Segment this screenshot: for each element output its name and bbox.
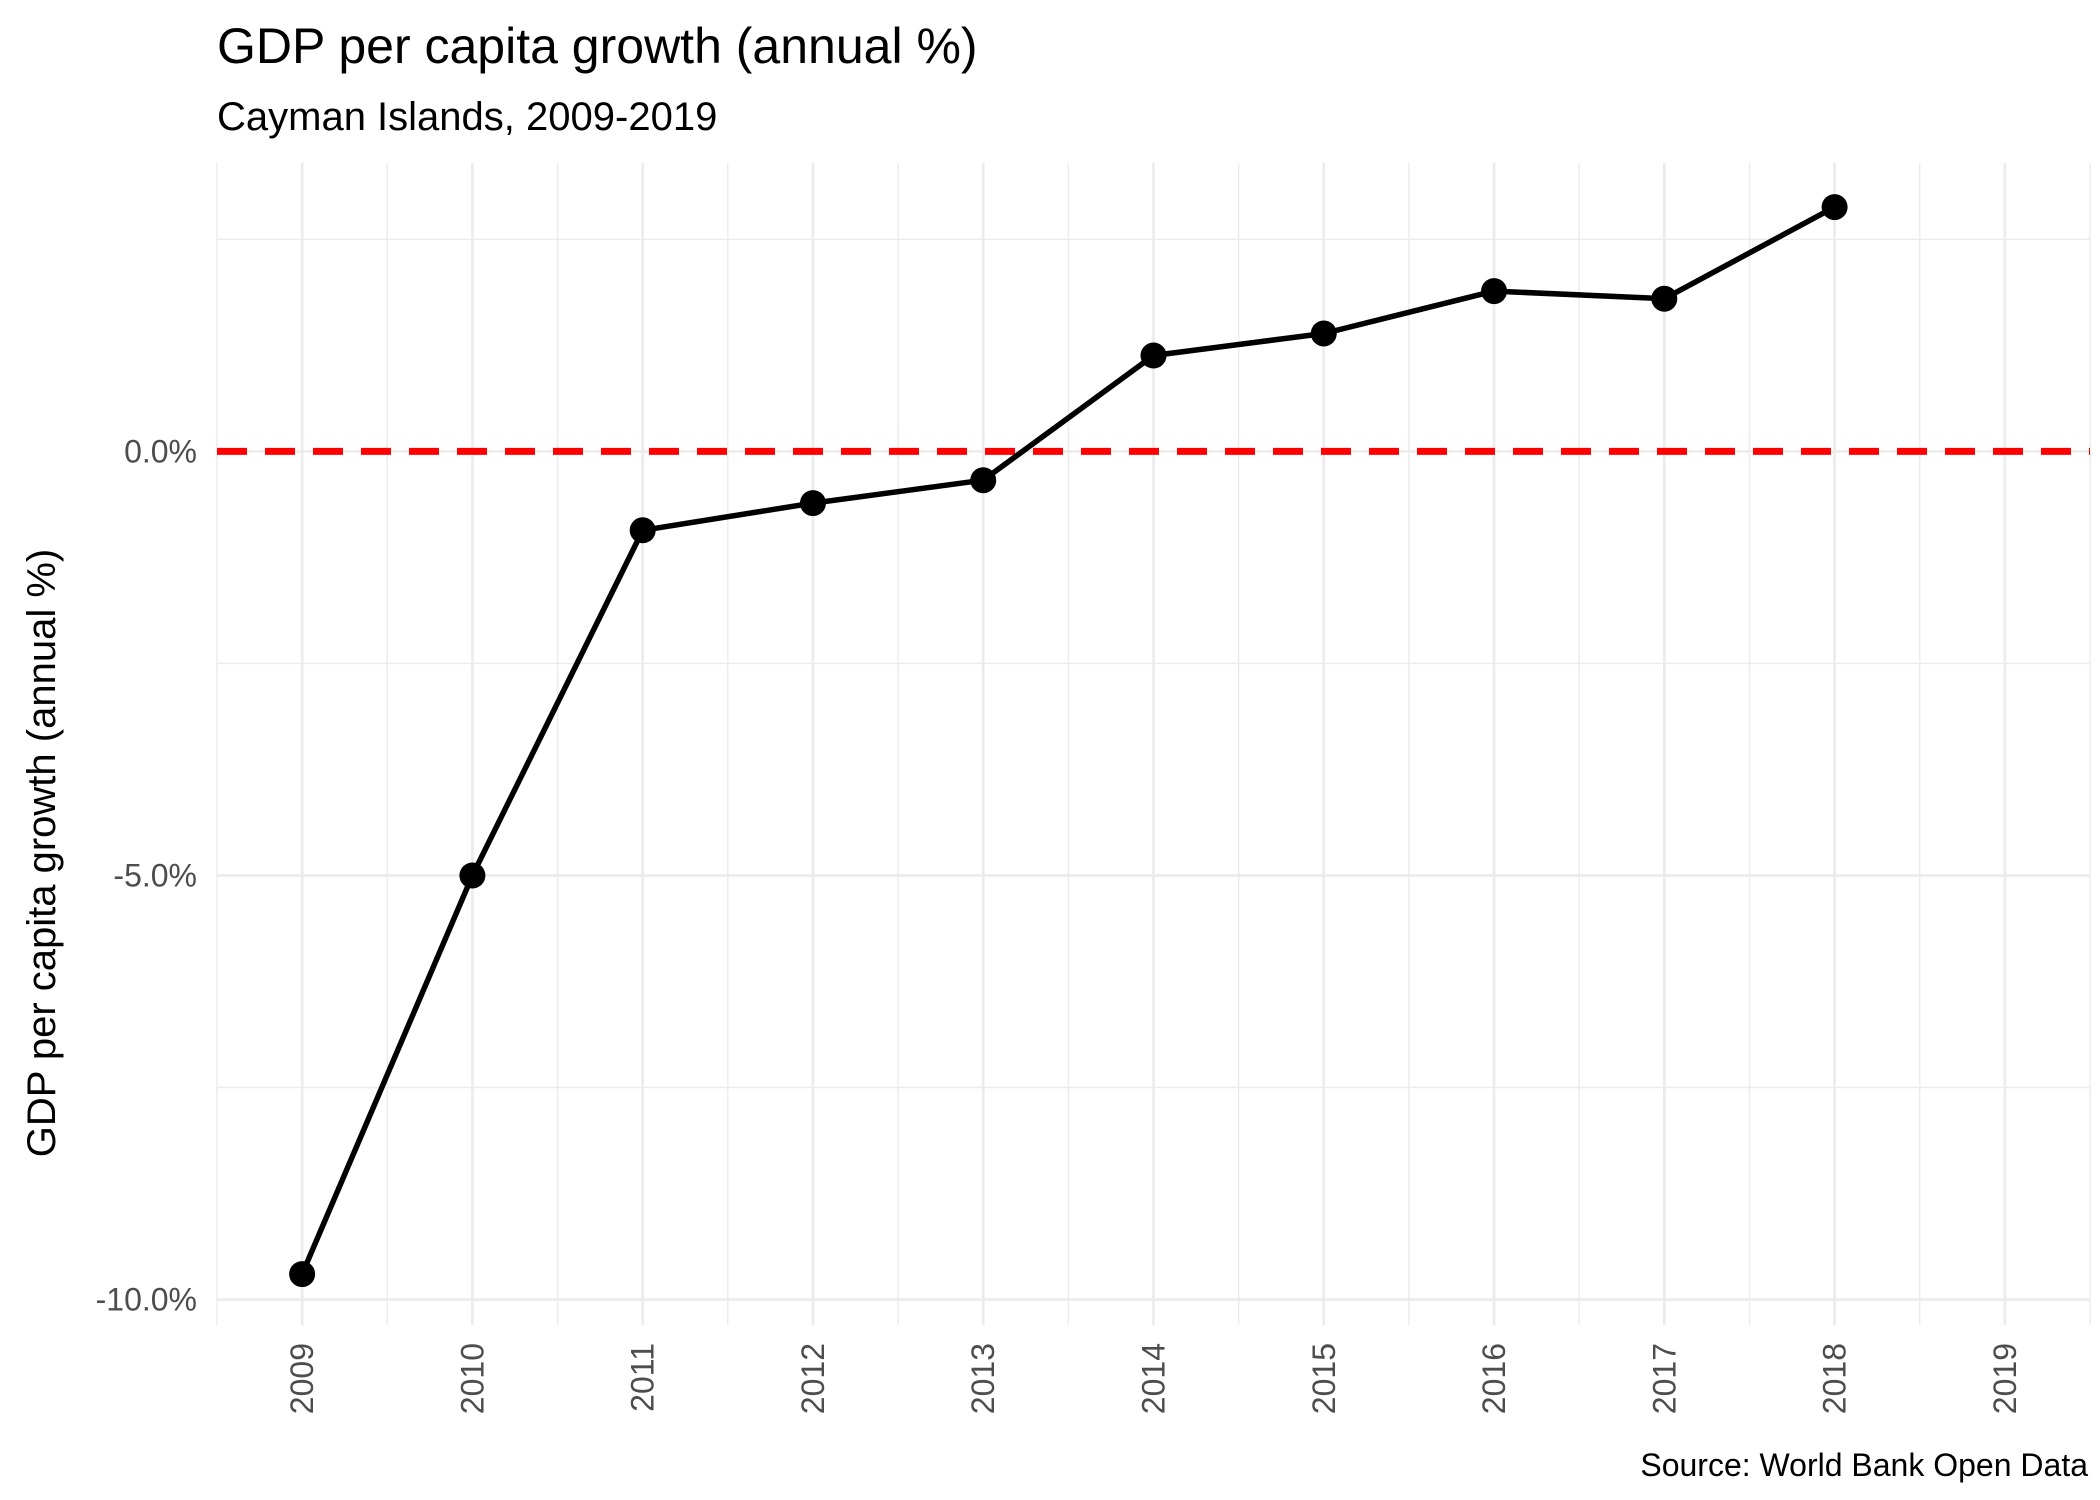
data-point [799,490,826,517]
data-point [459,862,486,889]
data-point [1821,194,1848,221]
x-tick-label: 2016 [1476,1343,1512,1414]
data-point [1140,342,1167,369]
data-point [1310,320,1337,347]
x-tick-label: 2009 [284,1343,320,1414]
x-tick-label: 2019 [1987,1343,2023,1414]
grid-lines [216,163,2091,1325]
x-tick-label: 2018 [1817,1343,1853,1414]
data-point [970,467,997,494]
data-point [1651,285,1678,312]
chart-caption: Source: World Bank Open Data [1640,1447,2088,1483]
chart-title: GDP per capita growth (annual %) [217,18,978,74]
data-point [1481,278,1508,305]
series-group [289,194,1848,1288]
x-tick-label: 2014 [1136,1343,1172,1414]
series-line [299,204,1838,1277]
data-point [629,517,656,544]
x-tick-label: 2013 [965,1343,1001,1414]
x-tick-label: 2010 [454,1343,490,1414]
data-point [289,1261,316,1288]
x-tick-label: 2017 [1646,1343,1682,1414]
y-tick-label: -5.0% [113,857,197,893]
x-tick-labels: 2009 2010 2011 2012 2013 2014 2015 2016 2017 2018… [284,1343,2023,1414]
chart-subtitle: Cayman Islands, 2009-2019 [217,95,717,139]
y-tick-labels: 0.0% -5.0% -10.0% [96,433,197,1317]
x-tick-label: 2015 [1306,1343,1342,1414]
x-tick-label: 2012 [795,1343,831,1414]
y-axis-label: GDP per capita growth (annual %) [20,549,64,1157]
y-tick-label: -10.0% [96,1282,197,1318]
x-tick-label: 2011 [625,1343,661,1412]
y-tick-label: 0.0% [124,433,197,469]
